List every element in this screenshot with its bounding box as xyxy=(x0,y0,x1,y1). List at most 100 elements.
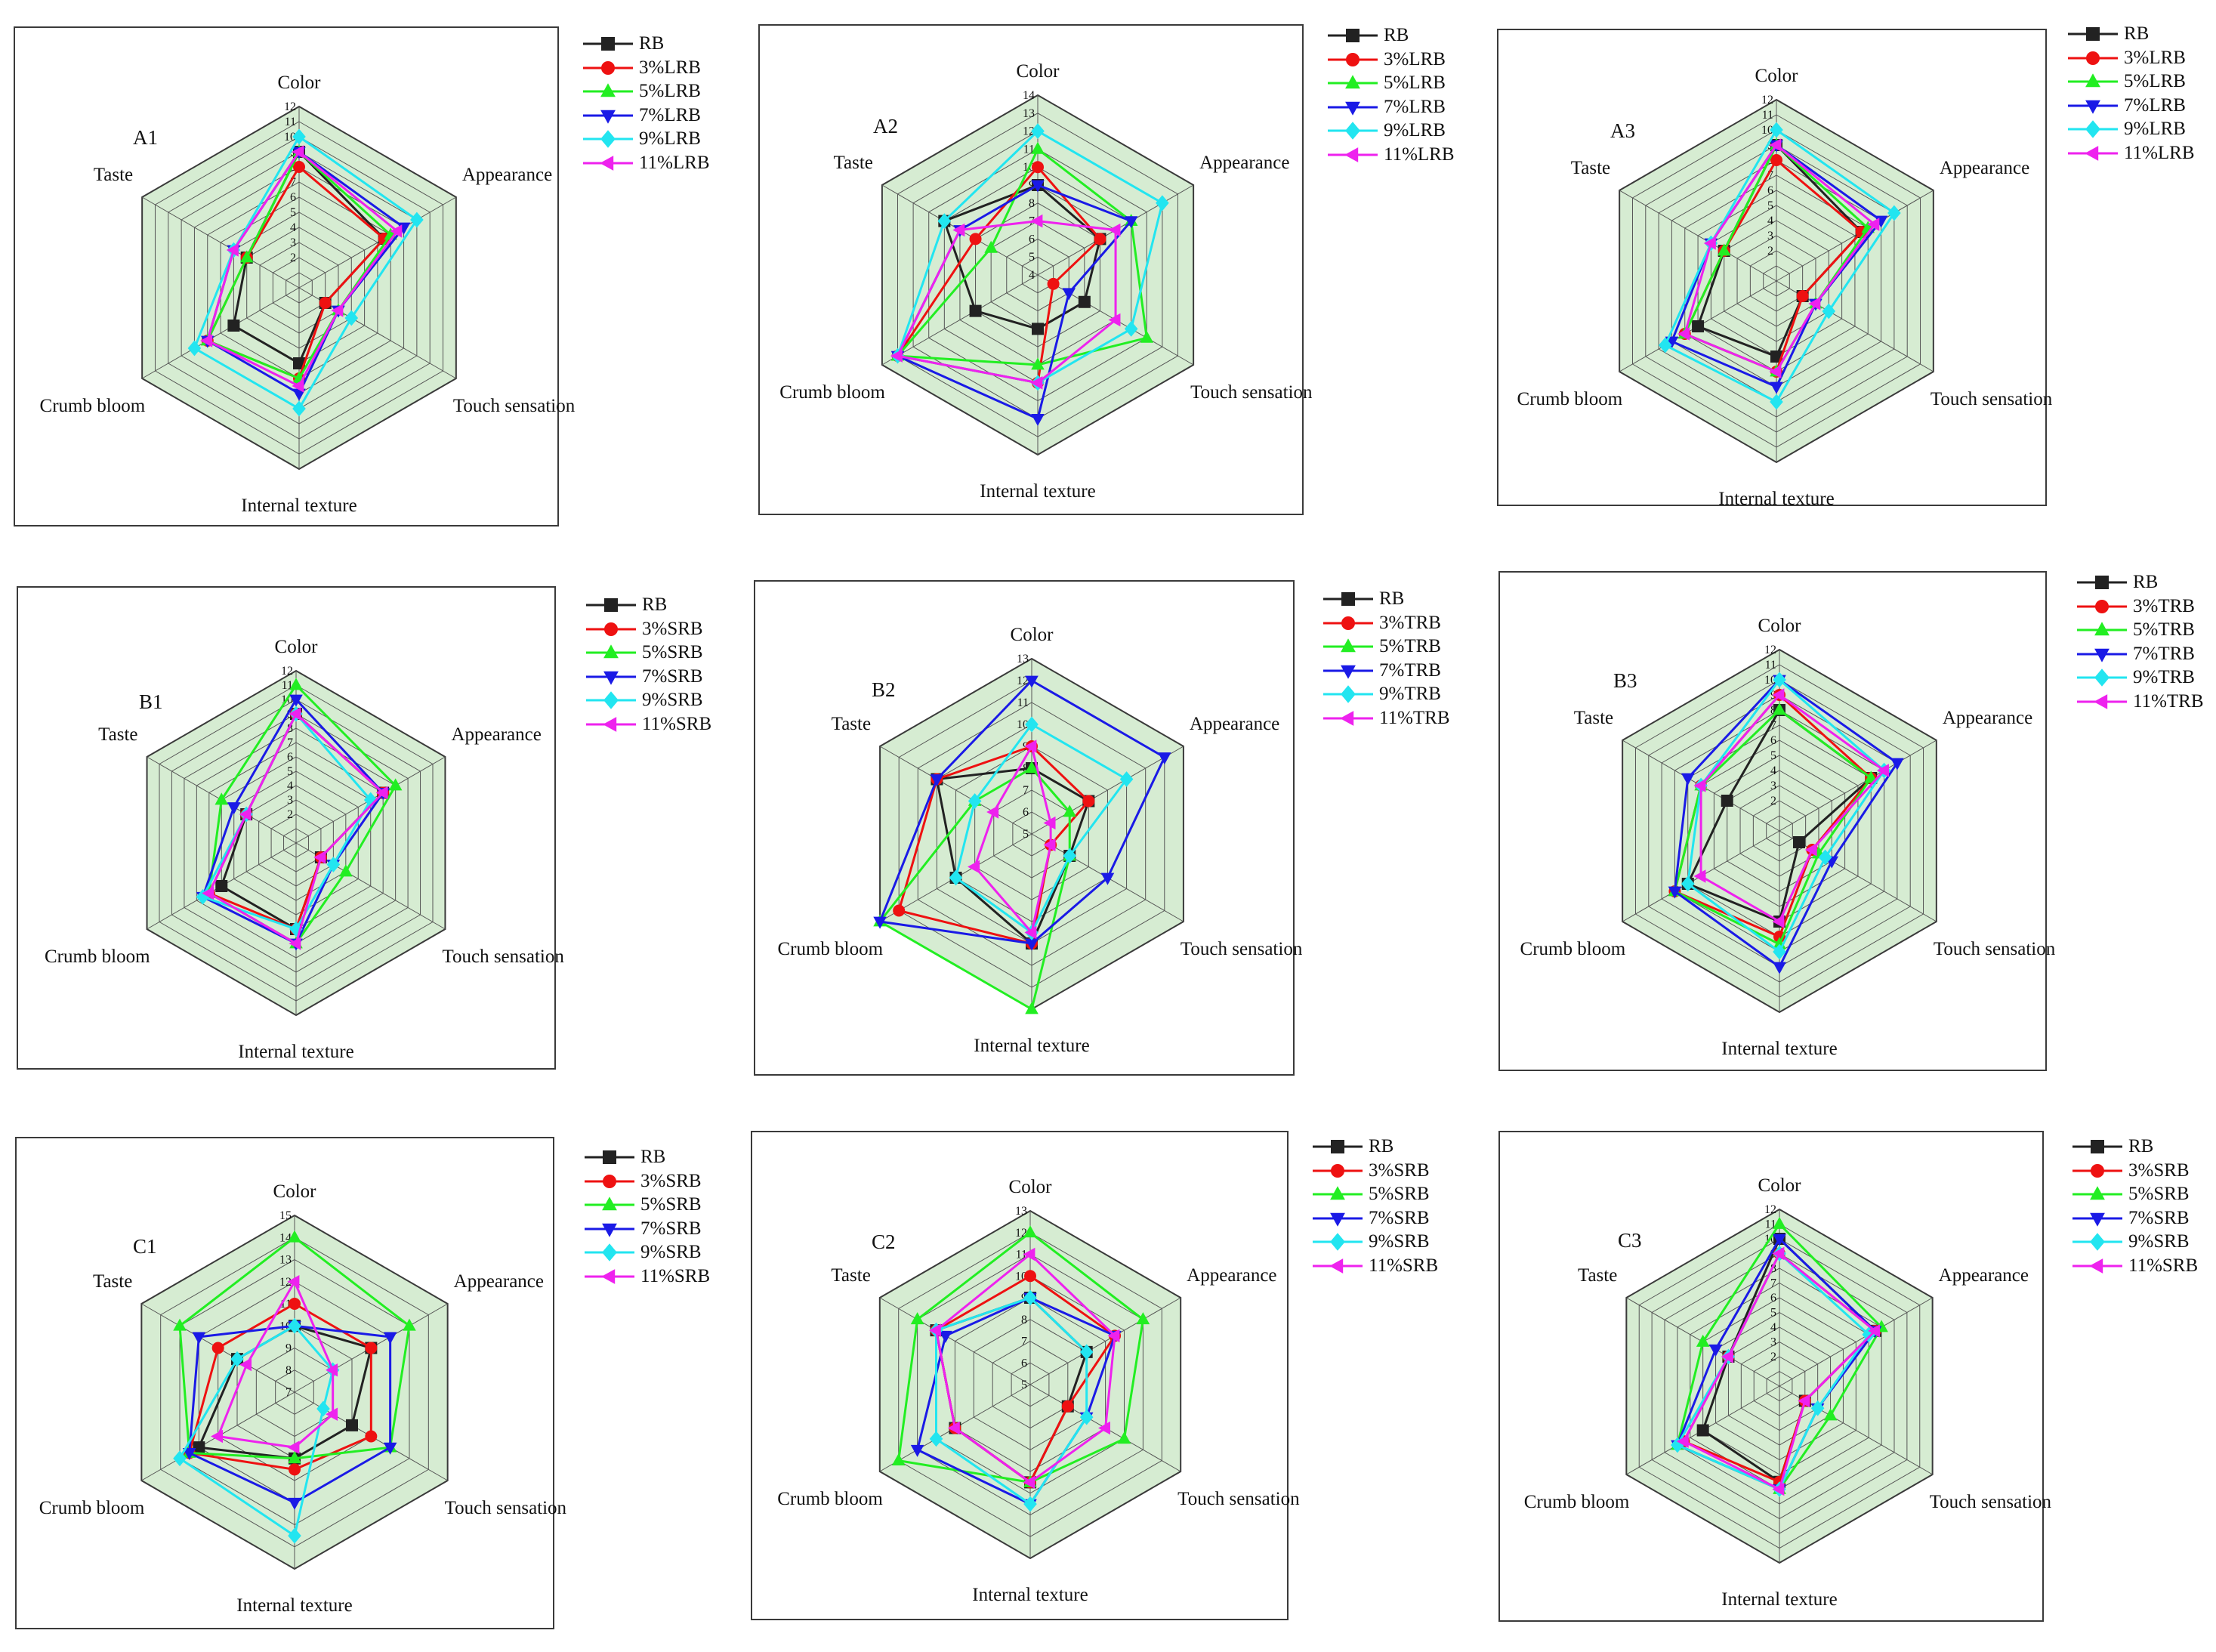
panel-id-label: A2 xyxy=(873,115,898,137)
axis-label-color: Color xyxy=(1755,66,1799,86)
tick-label: 6 xyxy=(287,751,293,764)
axis-label-taste: Taste xyxy=(94,165,133,185)
panel-id-label: C3 xyxy=(1618,1229,1642,1252)
data-point xyxy=(1025,1002,1039,1014)
legend-marker xyxy=(600,110,616,124)
legend-marker xyxy=(604,598,618,612)
data-point xyxy=(947,1421,960,1435)
tick-label: 3 xyxy=(290,236,296,249)
data-point xyxy=(986,805,999,819)
panel-id-label: B3 xyxy=(1613,669,1637,692)
legend-label: RB xyxy=(1379,588,1405,609)
legend-marker xyxy=(2094,693,2108,709)
data-point xyxy=(1107,1329,1120,1343)
axis-spoke xyxy=(879,1297,1031,1385)
data-point xyxy=(1063,848,1077,864)
radar-chart: 23456789101112ColorAppearanceTouch sensa… xyxy=(1520,616,2056,1059)
data-point xyxy=(388,778,403,791)
data-point xyxy=(1808,297,1821,310)
axis-label-touch-sensation: Touch sensation xyxy=(1934,939,2056,959)
legend-label: 3%SRB xyxy=(1369,1159,1430,1181)
axis-label-touch-sensation: Touch sensation xyxy=(442,946,564,967)
axis-spoke xyxy=(881,274,1039,366)
tick-label: 15 xyxy=(279,1209,292,1222)
legend-item: RB xyxy=(1325,24,1521,47)
tick-label: 5 xyxy=(1029,251,1035,264)
data-point xyxy=(984,240,998,253)
data-point xyxy=(1696,1424,1709,1437)
axis-spoke xyxy=(1776,190,1934,282)
data-point xyxy=(1025,938,1039,951)
data-point xyxy=(1772,688,1785,702)
legend-swatch xyxy=(1313,1140,1363,1153)
legend-swatch xyxy=(585,1150,634,1164)
tick-label: 9 xyxy=(285,1342,292,1355)
tick-label: 12 xyxy=(281,665,293,678)
legend-marker xyxy=(1341,638,1356,653)
legend-marker xyxy=(1345,75,1360,89)
tick-label: 7 xyxy=(1021,1335,1027,1348)
data-point xyxy=(287,1274,300,1289)
data-point xyxy=(1773,1216,1786,1229)
axis-label-crumb-bloom: Crumb bloom xyxy=(1517,389,1623,409)
legend-label: 5%LRB xyxy=(2124,71,2186,91)
data-point xyxy=(1031,141,1045,154)
legend-label: 11%SRB xyxy=(1369,1255,1439,1276)
data-point xyxy=(326,857,341,872)
data-point xyxy=(1693,779,1706,792)
tick-label: 7 xyxy=(1770,1277,1776,1290)
legend-label: 11%SRB xyxy=(642,713,712,734)
data-point xyxy=(289,937,301,950)
axis-spoke xyxy=(141,287,300,379)
tick-label: 7 xyxy=(1767,169,1773,182)
data-point xyxy=(1023,1289,1037,1306)
legend-item: 11%LRB xyxy=(2065,142,2216,165)
data-point xyxy=(292,145,304,159)
legend-swatch xyxy=(2077,622,2127,636)
axis-label-internal-texture: Internal texture xyxy=(1721,1039,1837,1059)
data-point xyxy=(1079,1344,1094,1360)
data-point xyxy=(215,792,229,805)
legend-label: 11%LRB xyxy=(2124,142,2195,163)
legend-item: 7%SRB xyxy=(583,665,779,688)
legend-swatch xyxy=(1323,638,1373,653)
data-point xyxy=(1798,1394,1810,1408)
data-point xyxy=(910,1444,924,1457)
legend-label: 7%LRB xyxy=(2124,94,2186,116)
axis-label-color: Color xyxy=(1011,625,1054,645)
tick-label: 11 xyxy=(1762,109,1773,122)
data-point xyxy=(1031,357,1045,370)
data-point xyxy=(1119,771,1134,787)
legend-item: 11%LRB xyxy=(1325,144,1521,166)
axis-label-appearance: Appearance xyxy=(1943,708,2032,728)
tick-label: 5 xyxy=(290,206,296,219)
legend-marker xyxy=(2086,51,2100,65)
legend-item: RB xyxy=(2069,1135,2216,1158)
tick-label: 10 xyxy=(1761,124,1773,137)
legend-swatch xyxy=(583,37,633,51)
legend-item: 9%LRB xyxy=(580,128,776,150)
axis-label-color: Color xyxy=(273,1181,317,1202)
data-point xyxy=(365,1342,378,1354)
data-point xyxy=(1770,154,1782,166)
legend-item: 11%SRB xyxy=(2069,1255,2216,1277)
axis-spoke xyxy=(141,196,300,289)
legend-swatch xyxy=(2072,1140,2122,1153)
data-point xyxy=(403,1318,416,1331)
panel-id-label: C2 xyxy=(872,1231,896,1253)
legend-swatch xyxy=(2068,73,2118,88)
legend-label: 5%SRB xyxy=(1369,1184,1430,1204)
radar-chart: 5678910111213ColorAppearanceTouch sensat… xyxy=(777,1177,1300,1605)
legend-marker xyxy=(2085,145,2099,161)
data-point xyxy=(1124,216,1138,229)
tick-label: 4 xyxy=(1770,764,1776,777)
legend-item: 5%SRB xyxy=(583,641,779,664)
legend-marker xyxy=(1345,101,1360,116)
axis-label-crumb-bloom: Crumb bloom xyxy=(777,939,883,959)
legend-label: 11%LRB xyxy=(1384,144,1455,165)
legend-swatch xyxy=(2072,1258,2122,1274)
tick-label: 2 xyxy=(287,808,293,821)
axis-label-internal-texture: Internal texture xyxy=(974,1036,1089,1056)
legend-item: 5%LRB xyxy=(2065,70,2216,93)
